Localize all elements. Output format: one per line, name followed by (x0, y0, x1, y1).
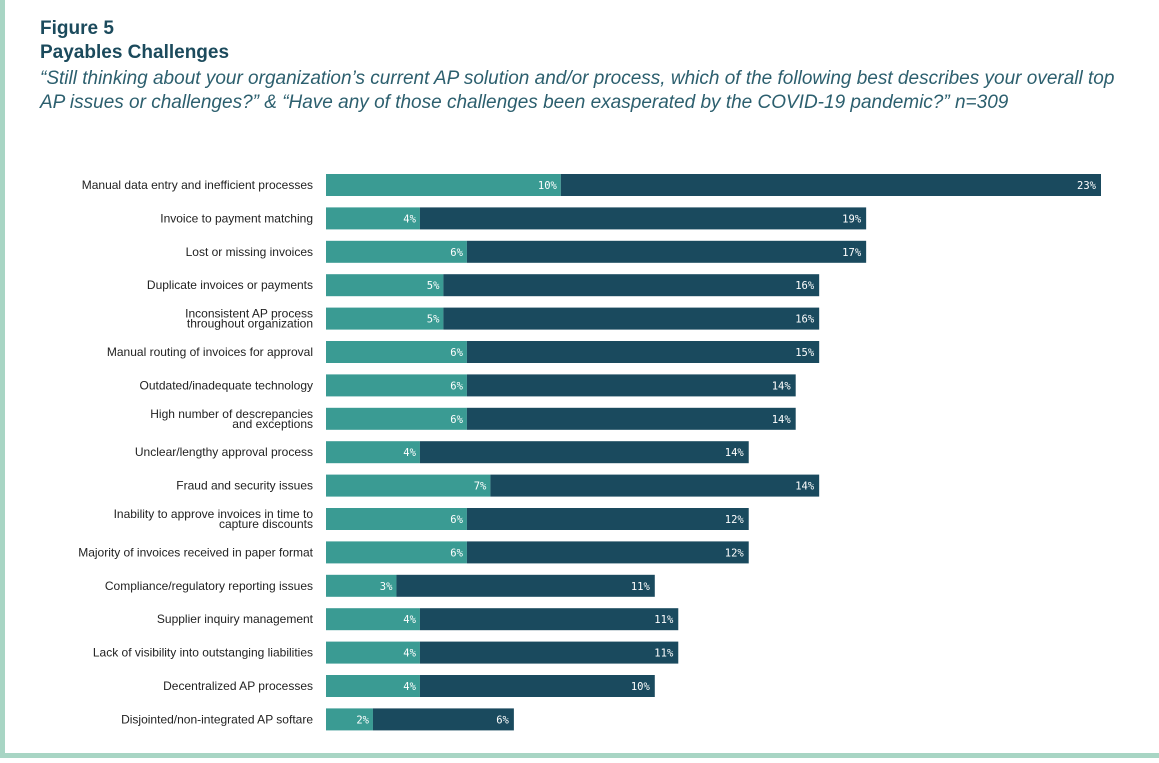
data-label-exasperated: 4% (403, 681, 416, 693)
category-label: Supplier inquiry management (157, 612, 314, 626)
bar-top-issue (372, 708, 514, 731)
data-label-exasperated: 6% (450, 247, 463, 259)
data-label-top-issue: 14% (772, 380, 792, 392)
bar-top-issue (466, 407, 796, 430)
bar-exasperated (326, 508, 467, 530)
data-label-exasperated: 2% (356, 714, 369, 726)
data-label-top-issue: 14% (725, 447, 745, 459)
category-label: Majority of invoices received in paper f… (78, 545, 313, 559)
data-label-exasperated: 10% (538, 180, 558, 192)
data-label-exasperated: 6% (450, 514, 463, 526)
data-label-exasperated: 4% (403, 614, 416, 626)
category-label-line: throughout organization (187, 317, 313, 331)
data-label-top-issue: 6% (496, 714, 509, 726)
category-label-line: and exceptions (232, 417, 313, 431)
data-label-top-issue: 10% (631, 681, 651, 693)
data-label-exasperated: 6% (450, 414, 463, 426)
bar-top-issue (466, 541, 749, 564)
data-label-top-issue: 12% (725, 547, 745, 559)
category-label: Inability to approve invoices in time to… (114, 507, 314, 531)
bar-exasperated (326, 474, 491, 497)
data-label-top-issue: 23% (1077, 180, 1097, 192)
data-label-exasperated: 6% (450, 547, 463, 559)
category-label: Lost or missing invoices (186, 245, 313, 259)
bar-exasperated (326, 207, 420, 230)
bar-top-issue (560, 174, 1101, 196)
bar-top-issue (419, 641, 679, 664)
bar-exasperated (326, 641, 420, 664)
data-label-exasperated: 5% (427, 280, 440, 292)
data-label-exasperated: 4% (403, 213, 416, 225)
data-label-top-issue: 17% (842, 247, 862, 259)
bar-top-issue (466, 508, 749, 530)
bar-exasperated (326, 341, 467, 363)
bar-exasperated (326, 174, 561, 196)
category-label: Manual data entry and inefficient proces… (82, 178, 313, 192)
bar-top-issue (443, 274, 820, 297)
bar-top-issue (466, 374, 796, 397)
bar-exasperated (326, 675, 420, 697)
data-label-top-issue: 11% (654, 648, 674, 660)
bar-exasperated (326, 240, 467, 263)
bar-top-issue (396, 574, 655, 597)
bar-exasperated (326, 374, 467, 397)
figure-subtitle: “Still thinking about your organization’… (40, 68, 1115, 113)
data-label-exasperated: 4% (403, 648, 416, 660)
data-label-top-issue: 14% (795, 481, 815, 493)
category-label: Unclear/lengthy approval process (135, 445, 313, 459)
bar-top-issue (490, 474, 820, 497)
bar-top-issue (419, 608, 679, 631)
bar-top-issue (466, 240, 867, 263)
bar-exasperated (326, 407, 467, 430)
data-label-top-issue: 16% (795, 280, 815, 292)
category-label: Lack of visibility into outstanging liab… (93, 646, 313, 660)
data-label-exasperated: 4% (403, 447, 416, 459)
data-label-top-issue: 19% (842, 213, 862, 225)
bar-exasperated (326, 307, 444, 330)
bar-top-issue (419, 441, 749, 464)
bar-exasperated (326, 441, 420, 464)
category-label: Outdated/inadequate technology (140, 378, 313, 392)
category-label: Compliance/regulatory reporting issues (105, 579, 313, 593)
bar-exasperated (326, 274, 444, 297)
data-label-exasperated: 3% (380, 581, 393, 593)
data-label-exasperated: 5% (427, 314, 440, 326)
bar-top-issue (466, 341, 820, 363)
figure-title: Payables Challenges (40, 42, 230, 63)
category-label: Inconsistent AP process throughout organi… (185, 307, 313, 331)
data-label-exasperated: 6% (450, 380, 463, 392)
data-label-exasperated: 6% (450, 347, 463, 359)
category-label-line: Inability to approve invoices in time to (114, 507, 314, 521)
frame-accent-bottom (0, 753, 1159, 758)
data-label-top-issue: 11% (631, 581, 651, 593)
bar-top-issue (443, 307, 820, 330)
category-label-line: capture discounts (219, 517, 313, 531)
category-label: Fraud and security issues (176, 479, 313, 493)
category-label: Decentralized AP processes (163, 679, 313, 693)
bar-exasperated (326, 608, 420, 631)
bar-exasperated (326, 708, 373, 731)
category-label-line: High number of descrepancies (150, 407, 313, 421)
bar-top-issue (419, 675, 655, 697)
category-label-line: Inconsistent AP process (185, 307, 313, 321)
bar-exasperated (326, 574, 397, 597)
data-label-exasperated: 7% (474, 481, 487, 493)
data-label-top-issue: 11% (654, 614, 674, 626)
category-label: High number of descrepancies and exceptio… (150, 407, 313, 431)
bar-exasperated (326, 541, 467, 564)
bar-top-issue (419, 207, 867, 230)
frame-accent-left (0, 0, 5, 758)
data-label-top-issue: 16% (795, 314, 815, 326)
category-label: Manual routing of invoices for approval (107, 345, 313, 359)
data-label-top-issue: 14% (772, 414, 792, 426)
figure-number: Figure 5 (40, 18, 114, 39)
data-label-top-issue: 12% (725, 514, 745, 526)
category-label: Duplicate invoices or payments (147, 278, 313, 292)
data-label-top-issue: 15% (795, 347, 815, 359)
category-label: Disjointed/non-integrated AP softare (121, 712, 313, 726)
category-label: Invoice to payment matching (160, 211, 313, 225)
